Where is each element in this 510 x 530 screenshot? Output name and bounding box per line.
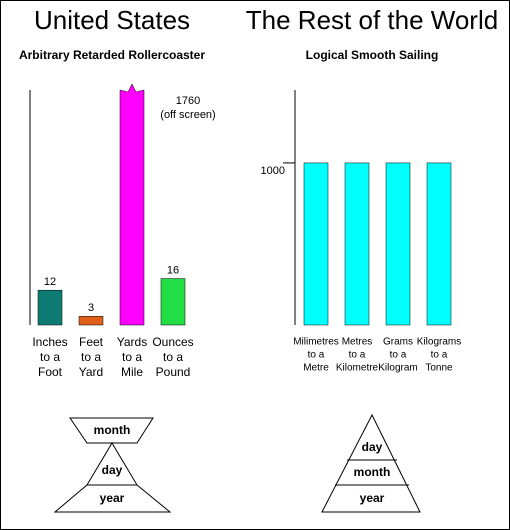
bar <box>426 162 452 326</box>
bars <box>303 162 452 326</box>
x-tick-label: Foot <box>38 365 63 379</box>
diagram-label: month <box>354 465 391 479</box>
x-tick-label: Tonne <box>425 363 453 374</box>
bar <box>303 162 329 326</box>
heading: The Rest of the World <box>246 5 498 35</box>
x-tick-label: Milimetres <box>293 337 339 348</box>
diagram-label: year <box>360 491 385 505</box>
x-tick-label: to a <box>163 350 183 364</box>
x-tick-label: Yard <box>79 365 103 379</box>
x-tick-label: to a <box>122 350 142 364</box>
x-tick-label: Yards <box>117 335 147 349</box>
value-label: 3 <box>88 302 94 314</box>
date-diagram <box>53 413 421 513</box>
x-tick-label: to a <box>308 350 325 361</box>
x-tick-label: Kilogram <box>378 363 417 374</box>
x-tick-label: to a <box>81 350 101 364</box>
x-tick-label: Kilograms <box>417 337 461 348</box>
x-tick-label: Grams <box>383 337 413 348</box>
x-tick-label: to a <box>390 350 407 361</box>
x-tick-label: to a <box>431 350 448 361</box>
y-tick-label: 1000 <box>261 165 285 177</box>
bar <box>344 162 370 326</box>
value-label: 1760 <box>176 95 200 107</box>
bars <box>37 278 186 326</box>
x-tick-label: Metres <box>342 337 373 348</box>
x-tick-label: Mile <box>121 365 143 379</box>
chart-title: Arbitrary Retarded Rollercoaster <box>19 48 205 62</box>
bar <box>119 83 145 326</box>
value-label: 12 <box>44 276 56 288</box>
diagram-label: year <box>100 491 125 505</box>
heading: United States <box>34 5 190 35</box>
x-tick-label: to a <box>40 350 60 364</box>
x-tick-label: Ounces <box>152 335 193 349</box>
bar <box>78 316 104 326</box>
annotation: (off screen) <box>160 109 215 121</box>
x-tick-label: Metre <box>303 363 329 374</box>
bar <box>37 289 63 326</box>
diagram-label: month <box>94 423 131 437</box>
value-label: 16 <box>167 264 179 276</box>
chart-title: Logical Smooth Sailing <box>306 48 439 62</box>
x-tick-label: to a <box>349 350 366 361</box>
diagram-label: day <box>362 440 383 454</box>
x-tick-label: Inches <box>32 335 67 349</box>
x-tick-label: Kilometre <box>336 363 379 374</box>
x-tick-label: Pound <box>156 365 191 379</box>
bar <box>385 162 411 326</box>
bar <box>160 278 186 326</box>
diagram-label: day <box>102 463 123 477</box>
x-tick-label: Feet <box>79 335 104 349</box>
